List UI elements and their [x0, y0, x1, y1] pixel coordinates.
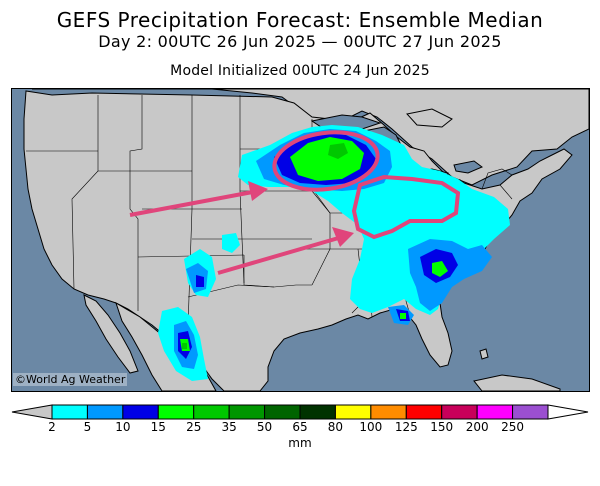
map-title: GEFS Precipitation Forecast: Ensemble Me…	[56, 8, 544, 32]
annotation-oval-ohio-valley	[351, 174, 461, 240]
legend-swatch-6	[264, 404, 301, 420]
legend-tick-label: 125	[394, 420, 418, 434]
arrowheads	[248, 181, 354, 247]
legend-tick-label: 5	[83, 420, 92, 434]
legend-swatch-5	[228, 404, 266, 420]
model-init-time: Model Initialized 00UTC 24 Jun 2025	[170, 63, 430, 79]
legend-tick-label: 100	[359, 420, 383, 434]
legend-swatch-2	[122, 404, 159, 420]
annotations	[129, 130, 461, 275]
legend-swatch-10	[405, 404, 443, 420]
legend-tick-label: 50	[256, 420, 273, 434]
color-legend	[0, 400, 600, 460]
legend-tick-label: 10	[115, 420, 131, 434]
legend-tick-label: 15	[150, 420, 166, 434]
precip-25-35mm	[182, 143, 348, 349]
legend-swatch-0	[51, 404, 88, 420]
precipitation-map	[11, 88, 590, 392]
legend-swatch-13	[512, 404, 549, 420]
arrowhead-lower	[332, 227, 354, 247]
legend-tick-label: 80	[327, 420, 344, 434]
legend-tick-label: 250	[501, 420, 525, 434]
map-svg	[12, 89, 589, 391]
forecast-period: Day 2: 00UTC 26 Jun 2025 — 00UTC 27 Jun …	[98, 32, 502, 51]
legend-swatch-8	[334, 404, 372, 420]
legend-tick-label: 25	[186, 420, 202, 434]
legend-tick-label: 2	[48, 420, 56, 434]
legend-swatch-12	[476, 404, 514, 420]
legend-tick-label: 200	[465, 420, 489, 434]
legend-under-triangle	[11, 404, 53, 420]
legend-colorbar	[11, 404, 589, 420]
legend-tick-label: 150	[430, 420, 454, 434]
legend-swatch-1	[86, 404, 124, 420]
map-credit: ©World Ag Weather	[13, 373, 128, 386]
legend-swatch-7	[299, 404, 336, 420]
legend-tick-label: 35	[221, 420, 237, 434]
legend-swatch-11	[441, 404, 478, 420]
legend-swatch-3	[157, 404, 195, 420]
annotation-oval-upper-midwest	[272, 130, 380, 192]
legend-swatch-9	[370, 404, 407, 420]
legend-over-triangle	[547, 404, 589, 420]
arrowhead-upper	[248, 181, 268, 201]
annotation-arrow-upper	[129, 189, 259, 217]
legend-swatch-4	[193, 404, 230, 420]
legend-tick-label: 65	[292, 420, 308, 434]
annotation-arrow-lower	[217, 235, 343, 275]
legend-units: mm	[288, 436, 312, 450]
